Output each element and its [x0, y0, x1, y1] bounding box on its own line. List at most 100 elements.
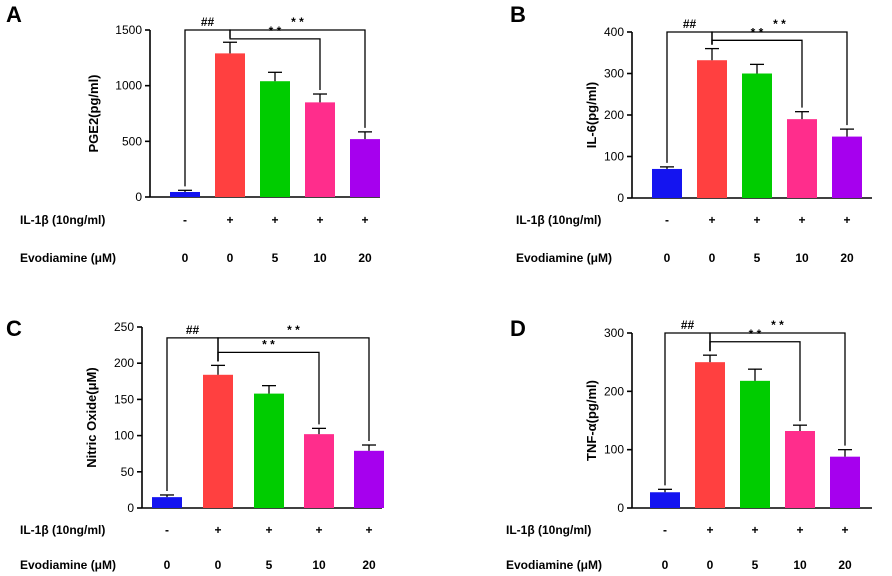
- dose-row-label: Evodiamine (μM): [20, 251, 116, 265]
- treatment-row-value: +: [265, 523, 272, 537]
- dose-row-value: 5: [752, 558, 759, 572]
- treatment-row-value: +: [271, 213, 278, 227]
- treatment-row-value: +: [365, 523, 372, 537]
- bar-4: [785, 431, 815, 508]
- significance-label-2: * *: [269, 24, 282, 38]
- dose-row-label: Evodiamine (μM): [506, 558, 602, 572]
- dose-row-value: 0: [662, 558, 669, 572]
- significance-label-1: ##: [683, 17, 697, 31]
- y-tick-label: 1500: [115, 23, 142, 37]
- dose-row-value: 20: [358, 251, 372, 265]
- significance-label-2: * *: [749, 327, 762, 341]
- bar-1: [650, 492, 680, 508]
- bar-4: [304, 434, 334, 508]
- treatment-row-label: IL-1β (10ng/ml): [516, 213, 601, 227]
- y-tick-label: 100: [604, 150, 624, 164]
- treatment-row-value: +: [706, 523, 713, 537]
- bar-4: [787, 119, 817, 198]
- treatment-row-value: +: [316, 213, 323, 227]
- bar-5: [832, 136, 862, 198]
- y-axis-label: TNF-α(pg/ml): [584, 380, 599, 461]
- dose-row-value: 0: [164, 558, 171, 572]
- dose-row-value: 10: [312, 558, 326, 572]
- significance-bracket-3: [711, 31, 848, 126]
- y-axis-label: IL-6(pg/ml): [584, 82, 599, 148]
- panel-letter: A: [6, 2, 22, 27]
- y-tick-label: 100: [114, 429, 134, 443]
- significance-label-3: * *: [771, 318, 784, 332]
- y-tick-label: 0: [135, 190, 142, 204]
- dose-row-value: 10: [795, 251, 809, 265]
- treatment-row-value: -: [165, 523, 169, 537]
- dose-row-value: 10: [793, 558, 807, 572]
- bar-3: [260, 81, 290, 197]
- dose-row-label: Evodiamine (μM): [516, 251, 612, 265]
- treatment-row-value: -: [183, 213, 187, 227]
- y-tick-label: 100: [604, 443, 624, 457]
- treatment-row-label: IL-1β (10ng/ml): [20, 213, 105, 227]
- dose-row-value: 0: [709, 251, 716, 265]
- bar-2: [695, 362, 725, 508]
- treatment-row-value: +: [315, 523, 322, 537]
- significance-label-3: * *: [287, 323, 300, 337]
- dose-row-value: 0: [664, 251, 671, 265]
- significance-label-2: * *: [262, 337, 275, 351]
- bar-1: [170, 191, 200, 197]
- significance-bracket-3: [217, 337, 370, 442]
- significance-label-1: ##: [201, 15, 215, 29]
- dose-row-value: 0: [182, 251, 189, 265]
- significance-label-3: * *: [773, 17, 786, 31]
- treatment-row-value: +: [751, 523, 758, 537]
- bar-3: [740, 380, 770, 508]
- dose-row-value: 0: [227, 251, 234, 265]
- y-tick-label: 150: [114, 392, 134, 406]
- y-tick-label: 50: [121, 465, 135, 479]
- treatment-row-label: IL-1β (10ng/ml): [20, 523, 105, 537]
- dose-row-value: 5: [272, 251, 279, 265]
- bar-1: [652, 168, 682, 198]
- treatment-row-value: +: [843, 213, 850, 227]
- panel-letter: C: [6, 316, 22, 341]
- bar-1: [152, 497, 182, 508]
- dose-row-value: 0: [215, 558, 222, 572]
- significance-label-3: * *: [291, 15, 304, 29]
- significance-label-1: ##: [186, 323, 200, 337]
- bar-2: [697, 60, 727, 198]
- treatment-row-value: -: [665, 213, 669, 227]
- dose-row-value: 20: [840, 251, 854, 265]
- bar-3: [742, 73, 772, 198]
- bar-2: [215, 53, 245, 197]
- y-axis-label: Nitric Oxide(μM): [84, 367, 99, 467]
- dose-row-value: 0: [707, 558, 714, 572]
- y-tick-label: 250: [114, 320, 134, 334]
- y-tick-label: 0: [127, 501, 134, 515]
- y-tick-label: 200: [604, 108, 624, 122]
- treatment-row-value: -: [663, 523, 667, 537]
- dose-row-value: 10: [313, 251, 327, 265]
- y-tick-label: 300: [604, 67, 624, 81]
- y-tick-label: 500: [122, 134, 142, 148]
- treatment-row-label: IL-1β (10ng/ml): [506, 523, 591, 537]
- dose-row-value: 5: [754, 251, 761, 265]
- dose-row-value: 5: [266, 558, 273, 572]
- bar-5: [830, 456, 860, 508]
- y-tick-label: 0: [617, 501, 624, 515]
- dose-row-value: 20: [838, 558, 852, 572]
- bar-4: [305, 102, 335, 197]
- y-axis-label: PGE2(pg/ml): [86, 74, 101, 152]
- treatment-row-value: +: [796, 523, 803, 537]
- bar-3: [254, 393, 284, 508]
- bar-5: [350, 139, 380, 197]
- y-tick-label: 300: [604, 326, 624, 340]
- y-tick-label: 400: [604, 25, 624, 39]
- y-tick-label: 1000: [115, 79, 142, 93]
- significance-bracket-3: [709, 332, 846, 446]
- y-tick-label: 200: [604, 384, 624, 398]
- panel-letter: D: [510, 316, 526, 341]
- significance-bracket-3: [229, 29, 366, 128]
- treatment-row-value: +: [708, 213, 715, 227]
